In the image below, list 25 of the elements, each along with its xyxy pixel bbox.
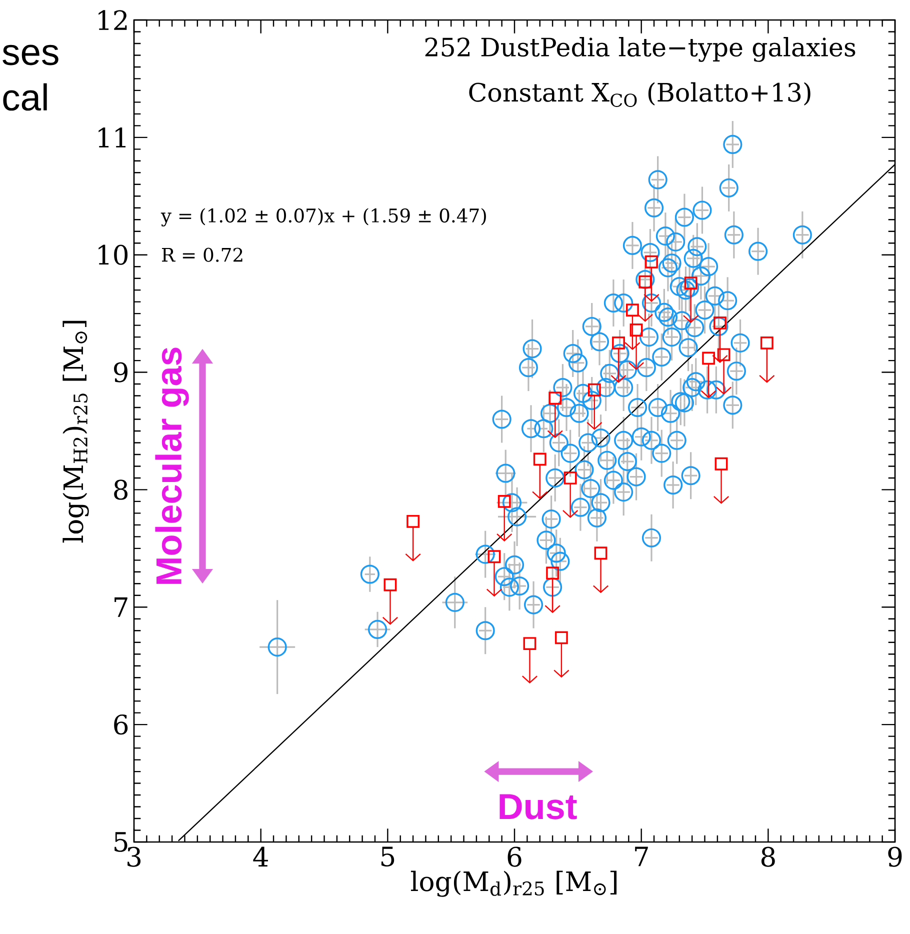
y-tick-label: 6 bbox=[114, 714, 128, 735]
y-axis-title: log(M$_{H2}$)$_{r25}$ [M$_{⊙}$] bbox=[62, 320, 89, 543]
y-tick-label: 8 bbox=[114, 480, 128, 500]
x-tick-label: 8 bbox=[761, 846, 775, 867]
y-tick-label: 12 bbox=[98, 10, 127, 30]
text: ses bbox=[2, 44, 58, 66]
text: 252 DustPedia late−type galaxies bbox=[425, 37, 856, 62]
text: Constant X$_{CO}$ (Bolatto+13) bbox=[469, 82, 810, 107]
text: cal bbox=[3, 83, 47, 111]
annotation: R = 0.72 bbox=[162, 248, 242, 262]
y-tick-label: 5 bbox=[114, 832, 128, 852]
y-tick-label: 9 bbox=[114, 362, 128, 382]
x-tick-label: 7 bbox=[635, 846, 648, 866]
y-tick-label: 7 bbox=[114, 597, 128, 617]
x-tick-label: 5 bbox=[381, 846, 394, 867]
x-tick-label: 4 bbox=[253, 846, 268, 866]
y-tick-label: 11 bbox=[98, 128, 126, 148]
x-axis-title: log(M$_{d}$)$_{r25}$ [M$_{⊙}$] bbox=[410, 870, 617, 897]
annotation: y = (1.02 ± 0.07)x + (1.59 ± 0.47) bbox=[160, 208, 486, 226]
x-tick-label: 6 bbox=[508, 846, 522, 867]
annotation: Dust bbox=[500, 794, 577, 820]
y-tick-label: 10 bbox=[98, 244, 128, 265]
x-tick-label: 3 bbox=[128, 846, 141, 867]
annotation: Molecular gas bbox=[155, 348, 189, 584]
x-tick-label: 9 bbox=[888, 846, 902, 867]
